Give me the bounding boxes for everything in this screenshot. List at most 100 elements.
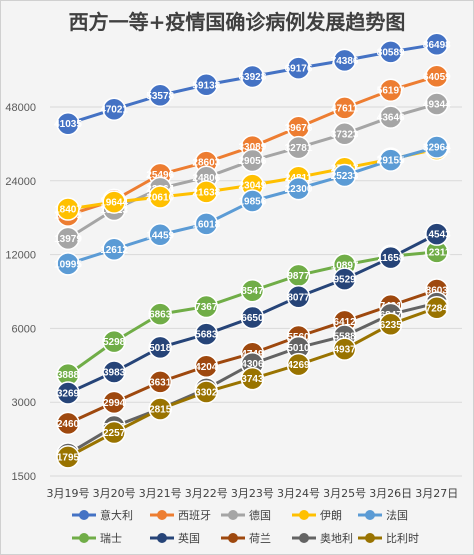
data-point: [240, 64, 265, 89]
data-point: [425, 296, 449, 320]
data-point: [102, 190, 126, 214]
legend-item-瑞士: 瑞士: [72, 531, 122, 545]
data-point: [102, 237, 126, 262]
legend-label: 瑞士: [100, 531, 122, 545]
data-label: 56197: [377, 86, 405, 97]
data-label: 74386: [331, 56, 359, 67]
x-axis: 3月19号 3月20号 3月21号 3月22号 3月23号 3月24号 3月25号 3月26日…: [47, 487, 459, 500]
data-label: 6235: [380, 320, 403, 331]
data-label: 4306: [241, 359, 264, 370]
data-label: 4204: [195, 362, 218, 373]
data-point: [194, 294, 219, 319]
data-point: [240, 305, 265, 330]
data-label: 2257: [103, 428, 126, 439]
data-point: [378, 105, 403, 129]
data-label: 63928: [238, 72, 266, 83]
data-label: 28603: [192, 158, 220, 169]
data-label: 23049: [238, 181, 266, 192]
legend-label: 伊朗: [320, 509, 342, 522]
data-point: [148, 397, 172, 421]
legend-marker: [228, 510, 238, 520]
data-point: [194, 73, 219, 97]
data-point: [378, 312, 403, 337]
data-label: 6412: [333, 317, 356, 328]
data-label: 5298: [103, 337, 126, 348]
data-point: [194, 322, 219, 346]
x-tick-label: 3月20号: [93, 487, 136, 500]
data-label: 29155: [377, 156, 405, 167]
data-point: [148, 302, 172, 326]
data-point: [102, 329, 126, 354]
data-point: [148, 335, 172, 360]
data-point: [425, 135, 449, 159]
legend-label: 意大利: [100, 508, 133, 522]
legend-item-荷兰: 荷兰: [221, 532, 271, 545]
data-label: 8603: [426, 286, 449, 297]
data-point: [56, 111, 80, 136]
data-label: 29056: [238, 156, 266, 167]
data-label: 80589: [377, 47, 405, 58]
legend-item-英国: 英国: [150, 531, 200, 545]
y-tick-label: 12000: [5, 250, 36, 262]
data-point: [194, 380, 219, 404]
data-label: 18407: [54, 205, 82, 216]
x-tick-label: 3月19号: [47, 487, 90, 500]
data-label: 12311: [423, 247, 451, 258]
x-tick-label: 3月21号: [139, 487, 182, 500]
data-label: 64059: [423, 72, 451, 83]
data-point: [378, 78, 403, 102]
data-label: 7367: [195, 302, 218, 313]
data-label: 39676: [285, 123, 313, 134]
data-point: [332, 122, 357, 146]
data-point: [378, 245, 403, 270]
data-label: 2460: [57, 419, 80, 430]
data-label: 7284: [426, 303, 449, 314]
data-point: [425, 32, 449, 57]
legend-item-意大利: 意大利: [72, 508, 133, 522]
data-point: [378, 148, 403, 172]
legend-label: 德国: [249, 508, 271, 522]
data-label: 5588: [333, 331, 356, 342]
data-label: 25233: [331, 171, 359, 182]
x-tick-label: 3月27日: [415, 487, 458, 500]
data-point: [332, 96, 357, 120]
data-label: 2994: [103, 398, 126, 409]
legend-item-奥地利: 奥地利: [292, 531, 353, 545]
y-tick-label: 6000: [12, 323, 36, 335]
data-point: [148, 83, 172, 108]
data-label: 6863: [149, 310, 172, 321]
data-label: 3888: [57, 370, 80, 381]
data-label: 49344: [423, 100, 451, 111]
data-label: 41035: [54, 119, 82, 130]
data-label: 22300: [285, 184, 313, 195]
data-label: 3631: [149, 377, 172, 388]
legend-marker: [299, 510, 309, 520]
data-point: [240, 148, 265, 173]
data-point: [240, 278, 265, 303]
data-label: 43646: [377, 113, 405, 124]
data-point: [332, 267, 357, 291]
y-tick-label: 3000: [12, 397, 36, 409]
x-tick-label: 3月24号: [277, 487, 320, 500]
data-point: [148, 185, 172, 209]
data-label: 4269: [287, 360, 310, 371]
data-label: 5683: [195, 330, 218, 341]
data-label: 3983: [103, 368, 126, 379]
data-point: [332, 163, 357, 188]
legend-marker: [79, 510, 89, 520]
data-label: 32781: [285, 143, 313, 154]
data-point: [425, 222, 449, 246]
series-英国: 3269 3983 5018 5683 6650 8077 9529 11658 14543: [56, 222, 451, 405]
data-label: 1795: [57, 452, 80, 463]
data-point: [286, 176, 311, 201]
data-label: 86498: [423, 40, 451, 51]
data-point: [56, 252, 80, 276]
data-label: 19856: [238, 196, 266, 207]
data-point: [148, 370, 172, 394]
data-point: [56, 445, 80, 469]
data-label: 47021: [100, 105, 128, 116]
data-label: 3743: [241, 374, 264, 385]
data-point: [194, 180, 219, 204]
